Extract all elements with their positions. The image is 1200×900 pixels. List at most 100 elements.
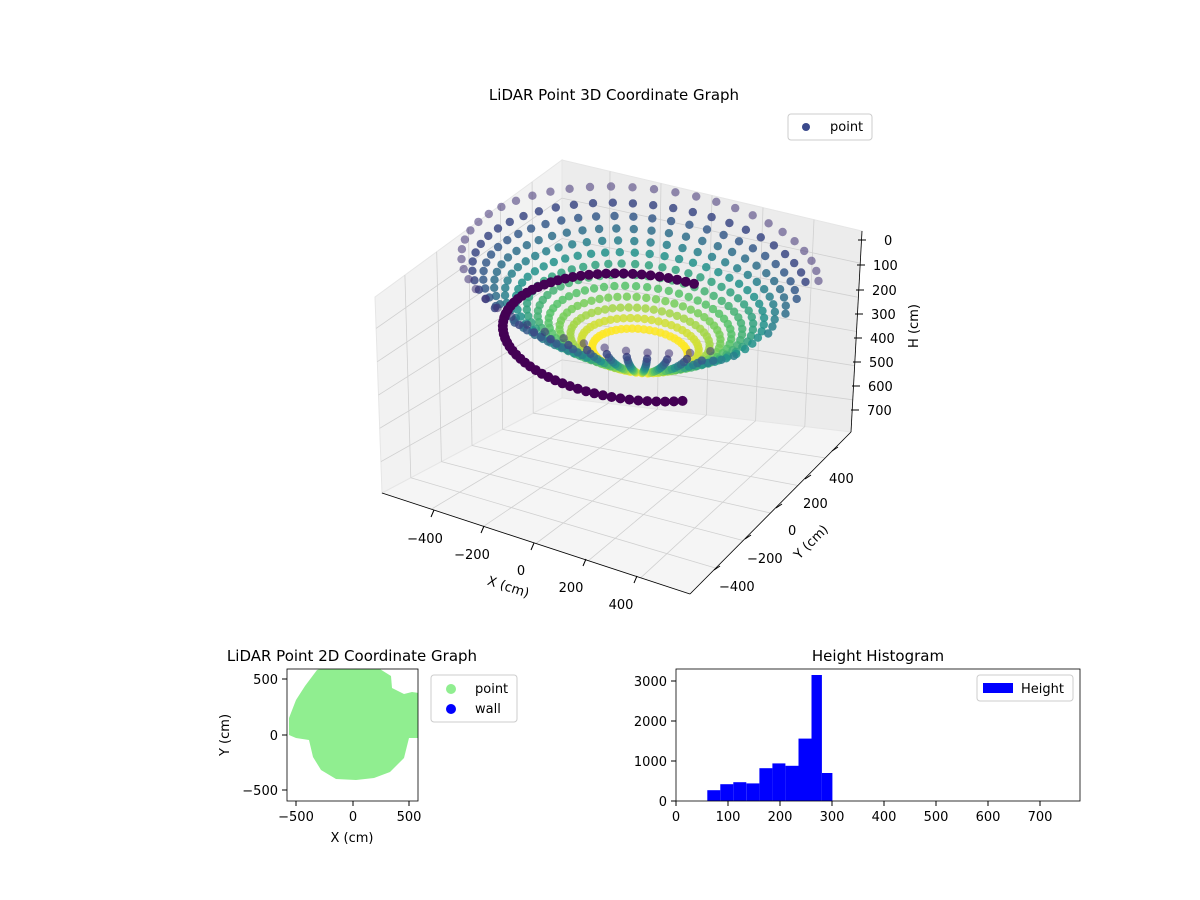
- point-3d: [760, 285, 769, 294]
- point-3d: [522, 299, 532, 308]
- point-3d: [554, 243, 563, 252]
- chart-title-3d: LiDAR Point 3D Coordinate Graph: [489, 86, 739, 104]
- z-axis-label-3d: H (cm): [907, 304, 922, 348]
- z-tick-label: 300: [871, 308, 896, 323]
- legend-label-wall: wall: [475, 702, 501, 717]
- point-3d: [511, 196, 521, 205]
- point-3d: [758, 306, 767, 315]
- point-3d: [572, 383, 583, 394]
- x-axis-line: [381, 492, 691, 595]
- histogram-bar: [772, 763, 786, 801]
- point-3d: [521, 257, 530, 266]
- point-3d: [617, 259, 626, 268]
- point-3d: [717, 355, 726, 364]
- point-3d: [668, 396, 679, 407]
- point-3d: [717, 282, 726, 292]
- point-3d: [734, 279, 744, 288]
- point-3d: [497, 202, 506, 212]
- y-tick-label: −500: [242, 784, 278, 799]
- point-3d: [670, 299, 679, 308]
- point-3d: [631, 282, 641, 291]
- point-3d: [595, 294, 604, 304]
- histogram-bar: [811, 675, 822, 801]
- y-ticks-3d: −400 −200 0 200 400: [713, 446, 854, 595]
- point-3d: [628, 199, 638, 208]
- y-ticks-2d: 500 0 −500: [242, 673, 287, 799]
- point-3d: [757, 327, 766, 336]
- point-3d: [559, 334, 568, 343]
- point-3d: [731, 203, 740, 213]
- point-3d: [724, 301, 733, 311]
- point-3d: [526, 224, 536, 233]
- point-3d: [662, 240, 671, 250]
- point-3d: [604, 293, 613, 302]
- point-3d: [671, 265, 680, 275]
- point-3d: [602, 349, 611, 359]
- point-3d: [629, 212, 638, 221]
- point-area-2d: [289, 669, 418, 780]
- point-3d: [539, 262, 548, 271]
- point-3d: [610, 281, 619, 291]
- x-tick-label: 200: [559, 581, 584, 596]
- point-3d: [497, 260, 506, 269]
- point-3d: [765, 292, 774, 301]
- point-3d: [678, 302, 688, 311]
- point-3d: [657, 307, 667, 316]
- point-3d: [770, 307, 780, 317]
- point-3d: [632, 303, 642, 312]
- point-3d: [769, 241, 779, 250]
- point-3d: [630, 248, 639, 257]
- point-3d: [642, 293, 651, 303]
- point-3d: [583, 345, 592, 355]
- chart-title-2d: LiDAR Point 2D Coordinate Graph: [227, 647, 477, 665]
- point-3d: [740, 344, 750, 354]
- point-3d: [749, 319, 758, 328]
- point-3d: [631, 259, 640, 269]
- point-3d: [530, 267, 540, 276]
- point-3d: [671, 188, 680, 197]
- point-3d: [565, 381, 575, 392]
- histogram-bar: [746, 783, 760, 801]
- point-3d: [572, 288, 581, 298]
- point-3d: [479, 275, 488, 284]
- point-3d: [651, 295, 661, 304]
- point-3d: [693, 309, 703, 318]
- chart-histogram: 0 100 200 300 400 500 600 700 0 1000 200…: [634, 647, 1081, 825]
- point-3d: [764, 329, 773, 338]
- point-3d: [609, 268, 620, 279]
- point-3d: [613, 292, 622, 302]
- point-3d: [612, 314, 622, 323]
- point-3d: [647, 226, 656, 235]
- point-3d: [507, 269, 516, 278]
- point-3d: [523, 320, 532, 329]
- point-3d: [604, 259, 613, 269]
- point-3d: [665, 309, 674, 318]
- point-3d: [726, 288, 735, 297]
- point-3d: [744, 306, 753, 315]
- point-3d: [770, 276, 779, 286]
- point-3d: [500, 291, 510, 300]
- y-axis-line: [689, 431, 852, 595]
- z-tick-label: 600: [868, 380, 893, 395]
- point-3d: [733, 264, 742, 273]
- x-tick-label: 600: [976, 810, 1001, 825]
- grid-line-3d: [755, 207, 764, 421]
- point-3d: [627, 268, 638, 279]
- y-tick-label: 0: [659, 795, 667, 810]
- point-3d: [686, 305, 695, 314]
- point-3d: [514, 229, 523, 239]
- point-3d: [658, 263, 667, 272]
- x-ticks-2d: −500 0 500: [278, 801, 421, 825]
- histogram-bar: [822, 773, 833, 801]
- point-3d: [522, 241, 531, 250]
- grid-line-3d: [471, 445, 771, 514]
- point-3d: [479, 266, 488, 276]
- x-ticks-3d: −400 −200 0 200 400: [407, 509, 638, 613]
- point-3d: [486, 250, 496, 259]
- point-3d: [807, 256, 816, 265]
- point-3d: [457, 245, 467, 254]
- point-3d: [484, 209, 493, 219]
- point-3d: [684, 292, 693, 302]
- point-3d: [593, 306, 603, 316]
- point-3d: [624, 394, 635, 405]
